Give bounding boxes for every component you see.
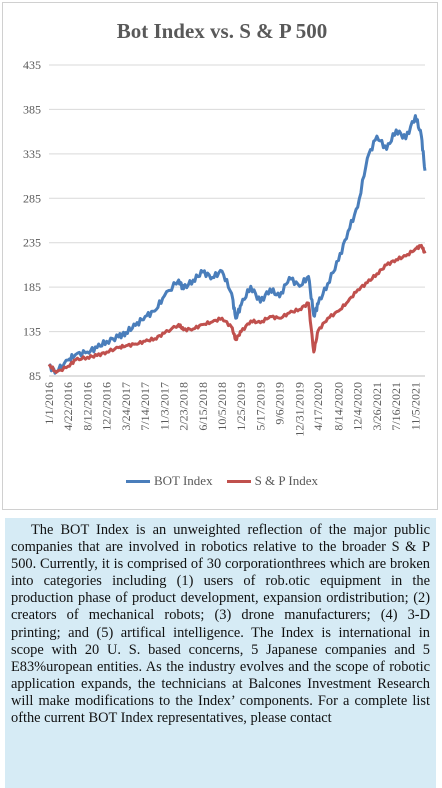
legend-label: S & P Index bbox=[254, 473, 319, 488]
legend-item: BOT Index bbox=[125, 473, 213, 489]
x-tick-label: 12/31/2019 bbox=[293, 382, 307, 437]
series-line-s-p-index bbox=[47, 243, 427, 374]
series-line-bot-index bbox=[47, 114, 427, 375]
x-tick-label: 5/17/2019 bbox=[253, 382, 267, 431]
y-tick-label: 235 bbox=[23, 236, 41, 250]
y-tick-label: 385 bbox=[23, 102, 41, 116]
x-tick-label: 3/26/2021 bbox=[370, 382, 384, 431]
x-tick-label: 2/23/2018 bbox=[177, 382, 191, 431]
y-tick-label: 285 bbox=[23, 191, 41, 205]
x-tick-label: 8/14/2020 bbox=[332, 382, 346, 431]
x-tick-label: 11/3/2017 bbox=[157, 382, 171, 430]
x-tick-label: 8/12/2016 bbox=[80, 382, 94, 431]
x-tick-label: 10/5/2018 bbox=[215, 382, 229, 431]
x-tick-label: 7/14/2017 bbox=[138, 382, 152, 431]
x-tick-label: 9/6/2019 bbox=[273, 382, 287, 425]
x-tick-label: 11/5/2021 bbox=[408, 382, 422, 430]
y-tick-label: 185 bbox=[23, 280, 41, 294]
x-tick-label: 6/15/2018 bbox=[196, 382, 210, 431]
legend-swatch bbox=[125, 479, 150, 483]
legend-swatch bbox=[226, 479, 251, 483]
x-tick-label: 1/1/2016 bbox=[42, 382, 56, 425]
x-tick-label: 7/16/2021 bbox=[389, 382, 403, 431]
x-tick-label: 3/24/2017 bbox=[119, 382, 133, 431]
legend-label: BOT Index bbox=[153, 473, 213, 488]
y-tick-label: 335 bbox=[23, 147, 41, 161]
chart-card: Bot Index vs. S & P 500 85 135 185 235 285 33… bbox=[2, 2, 438, 510]
chart-legend: BOT Index S & P Index bbox=[3, 473, 441, 489]
description-text: The BOT Index is an unweighted reflectio… bbox=[5, 518, 436, 788]
y-tick-label: 85 bbox=[29, 369, 41, 383]
x-tick-label: 12/4/2020 bbox=[351, 382, 365, 431]
y-tick-label: 135 bbox=[23, 325, 41, 339]
x-tick-label: 4/17/2020 bbox=[311, 382, 325, 431]
x-tick-label: 4/22/2016 bbox=[61, 382, 75, 431]
line-chart: 85 135 185 235 285 335 385 435 1/1/2016 4/22/2016… bbox=[23, 58, 427, 437]
x-tick-label: 1/25/2019 bbox=[234, 382, 248, 431]
legend-item: S & P Index bbox=[226, 473, 319, 489]
y-tick-label: 435 bbox=[23, 58, 41, 72]
chart-title: Bot Index vs. S & P 500 bbox=[116, 19, 328, 43]
x-tick-label: 12/2/2016 bbox=[100, 382, 114, 431]
